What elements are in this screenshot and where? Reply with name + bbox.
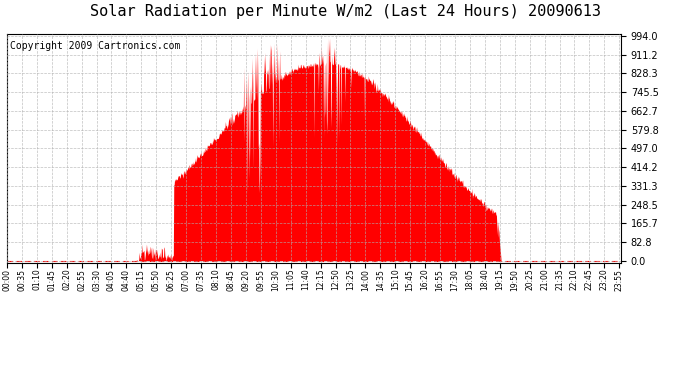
Text: Copyright 2009 Cartronics.com: Copyright 2009 Cartronics.com xyxy=(10,40,180,51)
Text: Solar Radiation per Minute W/m2 (Last 24 Hours) 20090613: Solar Radiation per Minute W/m2 (Last 24… xyxy=(90,4,600,19)
